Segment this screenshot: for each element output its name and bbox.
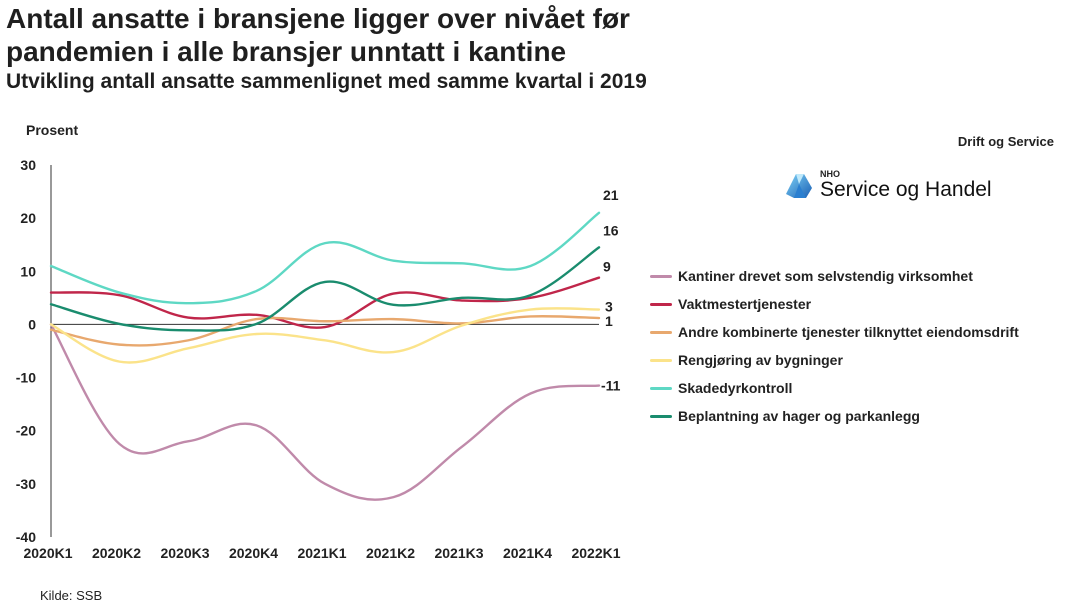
x-tick-label: 2022K1 xyxy=(571,545,620,561)
legend-swatch xyxy=(650,386,672,390)
x-tick-label: 2020K3 xyxy=(160,545,209,561)
y-tick-label: 0 xyxy=(28,316,36,332)
x-tick-label: 2021K4 xyxy=(503,545,552,561)
y-tick-label: 30 xyxy=(20,157,36,173)
legend-swatch xyxy=(650,330,672,334)
end-value-label: -11 xyxy=(601,378,621,394)
end-value-label: 1 xyxy=(605,313,613,329)
x-tick-label: 2021K1 xyxy=(297,545,346,561)
legend-item: Skadedyrkontroll xyxy=(650,374,1019,402)
legend-swatch xyxy=(650,414,672,418)
x-tick-label: 2020K2 xyxy=(92,545,141,561)
y-axis-label: Prosent xyxy=(26,122,79,138)
y-tick-label: -30 xyxy=(16,476,36,492)
end-value-label: 16 xyxy=(603,222,619,238)
x-tick-label: 2021K3 xyxy=(434,545,483,561)
end-value-label: 21 xyxy=(603,187,619,203)
chart-legend: Kantiner drevet som selvstendig virksomh… xyxy=(650,262,1019,430)
legend-label: Rengjøring av bygninger xyxy=(678,352,843,368)
end-value-label: 3 xyxy=(605,299,613,315)
x-tick-label: 2020K1 xyxy=(23,545,72,561)
end-value-label: 9 xyxy=(603,259,611,275)
series-line-4 xyxy=(49,211,601,305)
legend-item: Vaktmestertjenester xyxy=(650,290,1019,318)
logo-big-text: Service og Handel xyxy=(820,178,992,201)
legend-label: Vaktmestertjenester xyxy=(678,296,812,312)
x-tick-label: 2020K4 xyxy=(229,545,278,561)
source-note: Kilde: SSB xyxy=(40,588,103,603)
chart-subtitle: Utvikling antall ansatte sammenlignet me… xyxy=(6,70,647,93)
y-tick-label: 20 xyxy=(20,210,36,226)
legend-label: Kantiner drevet som selvstendig virksomh… xyxy=(678,268,973,284)
legend-swatch xyxy=(650,274,672,278)
legend-item: Beplantning av hager og parkanlegg xyxy=(650,402,1019,430)
logo-small-text: NHO xyxy=(820,169,840,179)
legend-item: Kantiner drevet som selvstendig virksomh… xyxy=(650,262,1019,290)
legend-item: Andre kombinerte tjenester tilknyttet ei… xyxy=(650,318,1019,346)
y-tick-label: -20 xyxy=(16,423,36,439)
y-tick-label: -40 xyxy=(16,529,36,545)
brand-logo: NHO Service og Handel xyxy=(782,168,992,202)
series-line-0 xyxy=(49,323,601,501)
chart-title: Antall ansatte i bransjene ligger over n… xyxy=(6,3,630,67)
legend-label: Skadedyrkontroll xyxy=(678,380,793,396)
logo-mark-icon xyxy=(786,174,812,198)
y-tick-label: -10 xyxy=(16,370,36,386)
brand-category: Drift og Service xyxy=(957,134,1054,149)
legend-swatch xyxy=(650,358,672,362)
legend-label: Beplantning av hager og parkanlegg xyxy=(678,408,920,424)
x-tick-label: 2021K2 xyxy=(366,545,415,561)
y-tick-label: 10 xyxy=(20,263,36,279)
legend-label: Andre kombinerte tjenester tilknyttet ei… xyxy=(678,324,1019,340)
legend-swatch xyxy=(650,302,672,306)
legend-item: Rengjøring av bygninger xyxy=(650,346,1019,374)
